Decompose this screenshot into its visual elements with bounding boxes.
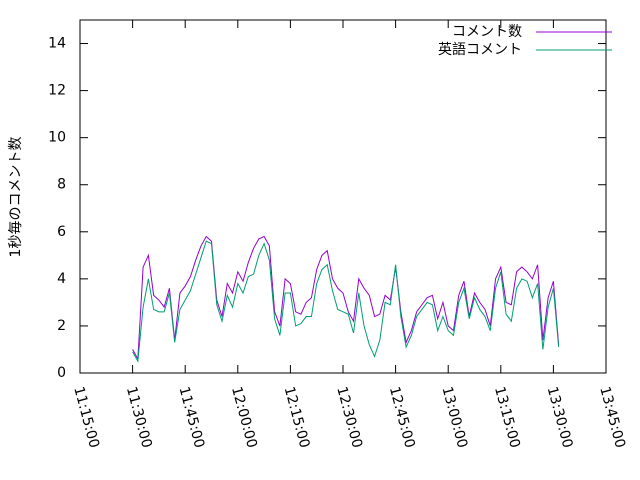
y-axis-label: 1秒毎のコメント数 [8,137,24,258]
series-line [132,240,560,363]
y-tick-label: 6 [57,224,66,240]
y-tick-label: 2 [57,318,66,334]
y-tick-label: 10 [48,130,66,146]
y-tick-label: 4 [57,271,66,287]
y-tick-label: 12 [48,83,66,99]
series-line [132,235,560,361]
y-tick-label: 8 [57,177,66,193]
y-tick-label: 0 [57,365,66,381]
legend-label: コメント数 [452,24,522,40]
legend-label: 英語コメント [438,41,522,58]
plot-border [79,19,607,374]
y-tick-label: 14 [48,36,66,52]
